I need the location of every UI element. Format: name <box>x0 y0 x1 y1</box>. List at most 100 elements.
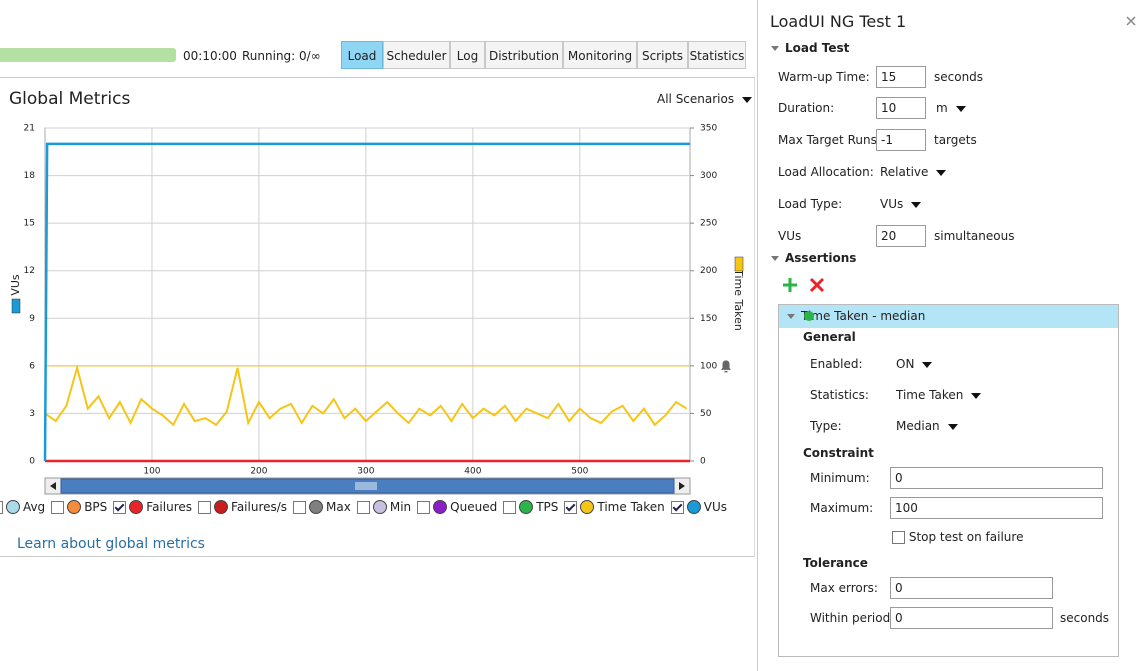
y2-axis-label: Time Taken <box>732 268 745 331</box>
unit-dropdown[interactable]: m <box>936 101 966 115</box>
tab[interactable]: Scheduler <box>383 41 450 69</box>
scenario-dropdown[interactable]: All Scenarios <box>657 92 752 106</box>
legend-checkbox[interactable] <box>198 500 212 514</box>
legend-swatch <box>129 500 144 514</box>
legend-checkbox[interactable] <box>417 500 431 514</box>
field-unit: seconds <box>934 70 984 84</box>
dropdown[interactable]: Relative <box>880 165 946 179</box>
group-heading: Constraint <box>803 446 874 460</box>
dropdown[interactable]: VUs <box>880 197 921 211</box>
legend-checkbox[interactable] <box>356 500 370 514</box>
legend-item: VUs <box>670 500 727 514</box>
y2-tick-label: 350 <box>700 124 717 134</box>
assertion-name: Time Taken - median <box>787 309 925 323</box>
checkbox-label: Stop test on failure <box>908 530 1024 544</box>
y2-tick-label: 50 <box>700 409 712 419</box>
legend-swatch <box>686 500 701 514</box>
field-unit: targets <box>934 133 977 147</box>
legend-item: Failures <box>113 500 192 514</box>
tab[interactable]: Statistics <box>688 41 746 69</box>
y2-tick-label: 200 <box>700 266 717 276</box>
checkbox[interactable] <box>892 531 905 544</box>
field-label: Enabled: <box>810 357 863 371</box>
field-label: Statistics: <box>810 388 869 402</box>
text-input[interactable]: 100 <box>890 497 1103 519</box>
legend-checkbox[interactable] <box>564 500 578 514</box>
x-tick-label: 300 <box>357 467 374 477</box>
y-tick-label: 6 <box>29 361 35 371</box>
scroll-left <box>50 482 56 490</box>
assertion-box <box>778 304 1119 657</box>
legend-checkbox[interactable] <box>0 500 3 514</box>
legend-swatch <box>5 500 20 514</box>
elapsed-time: 00:10:00 <box>183 49 237 63</box>
chart: 0 3 6 9 12 15 18 21 0 50 100 150 200 250 300 350 100 200 3… <box>9 124 745 495</box>
y2-tick-label: 300 <box>700 171 717 181</box>
y-tick-label: 12 <box>24 266 35 276</box>
dropdown[interactable]: Median <box>896 419 958 433</box>
dropdown[interactable]: ON <box>896 357 932 371</box>
field-unit: simultaneous <box>934 229 1015 243</box>
tab[interactable]: Load <box>341 41 383 69</box>
x-tick-label: 100 <box>143 467 160 477</box>
tab[interactable]: Distribution <box>485 41 563 69</box>
assertion-tools <box>783 277 825 293</box>
x-tick-label: 200 <box>250 467 267 477</box>
field-label: Warm-up Time: <box>778 70 870 84</box>
field-label: Load Allocation: <box>778 165 874 179</box>
threshold-bell <box>721 360 731 373</box>
legend: Avg BPS Failures Failures/s Max Min Queued TPS T… <box>0 500 737 514</box>
legend-item: Max <box>293 500 351 514</box>
text-input[interactable]: 0 <box>890 607 1053 629</box>
text-input[interactable]: 0 <box>890 467 1103 489</box>
legend-label: TPS <box>536 500 559 514</box>
legend-checkbox[interactable] <box>51 500 65 514</box>
field-label: Duration: <box>778 101 835 115</box>
legend-swatch <box>519 500 534 514</box>
text-input[interactable]: 0 <box>890 577 1053 599</box>
add-button[interactable] <box>783 278 797 292</box>
legend-label: Avg <box>22 500 46 514</box>
legend-checkbox[interactable] <box>113 500 127 514</box>
y-axis-label: VUs <box>9 274 22 296</box>
y-tick-label: 21 <box>24 124 35 134</box>
legend-item: BPS <box>51 500 107 514</box>
y2-tick-label: 250 <box>700 219 717 229</box>
legend-checkbox[interactable] <box>670 500 684 514</box>
scroll-right <box>679 482 685 490</box>
checkbox-row: Stop test on failure <box>892 530 1023 544</box>
legend-item: TPS <box>503 500 558 514</box>
group-heading: General <box>803 330 856 344</box>
legend-checkbox[interactable] <box>503 500 517 514</box>
text-input[interactable]: -1 <box>876 129 926 151</box>
text-input[interactable]: 15 <box>876 66 926 88</box>
text-input[interactable]: 20 <box>876 225 926 247</box>
tab[interactable]: Log <box>450 41 485 69</box>
panel-title: LoadUI NG Test 1 <box>770 12 907 31</box>
legend-label: Failures <box>146 500 193 514</box>
legend-item: Queued <box>417 500 497 514</box>
y2-tick-label: 150 <box>700 314 717 324</box>
y-tick-label: 15 <box>24 219 35 229</box>
close-button[interactable] <box>1126 16 1136 26</box>
text-input[interactable]: 10 <box>876 97 926 119</box>
legend-checkbox[interactable] <box>293 500 307 514</box>
y-tick-label: 3 <box>29 409 35 419</box>
field-label: VUs <box>778 229 802 243</box>
field-label: Minimum: <box>810 471 870 485</box>
series-line <box>43 142 690 462</box>
field-label: Load Type: <box>778 197 843 211</box>
side-panel <box>757 0 1143 671</box>
legend-swatch <box>309 500 324 514</box>
x-tick-label: 400 <box>464 467 481 477</box>
tab[interactable]: Monitoring <box>563 41 637 69</box>
y2-tick-label: 0 <box>700 457 706 467</box>
legend-swatch <box>433 500 448 514</box>
running-status: Running: 0/∞ <box>242 49 321 63</box>
y-tick-label: 18 <box>24 171 36 181</box>
y2-axis-swatch <box>734 256 744 272</box>
help-link[interactable]: Learn about global metrics <box>17 536 205 552</box>
remove-button[interactable] <box>809 277 825 293</box>
dropdown[interactable]: Time Taken <box>896 388 981 402</box>
tab[interactable]: Scripts <box>637 41 688 69</box>
